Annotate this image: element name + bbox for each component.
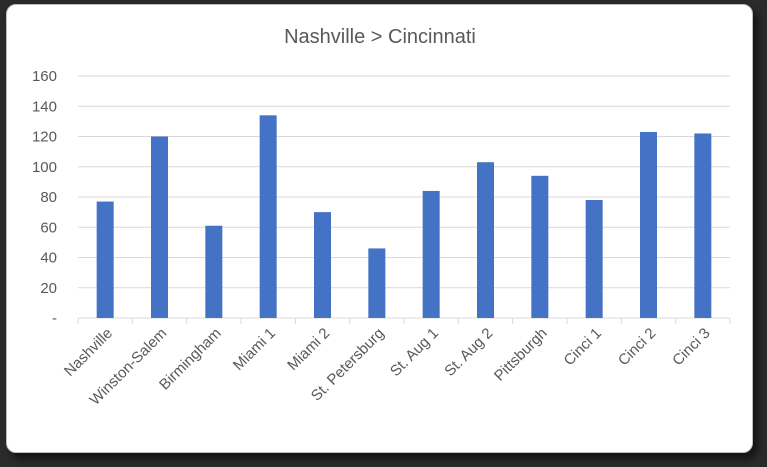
bar-3 [259,115,277,318]
y-tick-label-0: - [52,310,57,327]
bar-6 [422,190,440,318]
bars [96,115,712,318]
y-tick-label-4: 80 [40,189,57,206]
x-category-label-8: Pittsburgh [491,325,551,385]
x-category-label-0: Nashville [61,325,116,380]
y-tick-label-5: 100 [32,159,57,176]
bar-8 [531,175,549,318]
bar-7 [477,162,494,318]
x-category-label-10: Cinci 2 [615,325,659,369]
chart-title: Nashville > Cincinnati [284,26,476,48]
bar-1 [151,136,168,318]
y-tick-label-1: 20 [40,280,57,297]
bar-2 [205,225,223,318]
bar-9 [585,200,603,318]
x-category-label-3: Miami 1 [230,325,279,374]
x-category-label-4: Miami 2 [284,325,333,374]
gridlines [78,75,730,319]
bar-5 [368,248,386,318]
y-tick-label-2: 40 [40,250,57,267]
y-tick-label-7: 140 [32,98,57,115]
bar-4 [314,212,331,318]
x-category-label-9: Cinci 1 [561,325,605,369]
bar-0 [96,201,114,318]
x-axis-tick-marks [77,318,731,324]
y-tick-label-8: 160 [32,68,57,85]
y-axis-tick-labels: - 20 40 60 80 100 120 140 160 [32,68,57,327]
y-tick-label-6: 120 [32,129,57,146]
y-tick-label-3: 60 [40,219,57,236]
x-category-label-6: St. Aug 1 [387,325,442,380]
x-category-label-11: Cinci 3 [669,325,713,369]
bar-10 [640,131,657,318]
x-category-label-7: St. Aug 2 [441,325,496,380]
chart-frame [6,4,753,453]
bar-11 [694,133,712,318]
